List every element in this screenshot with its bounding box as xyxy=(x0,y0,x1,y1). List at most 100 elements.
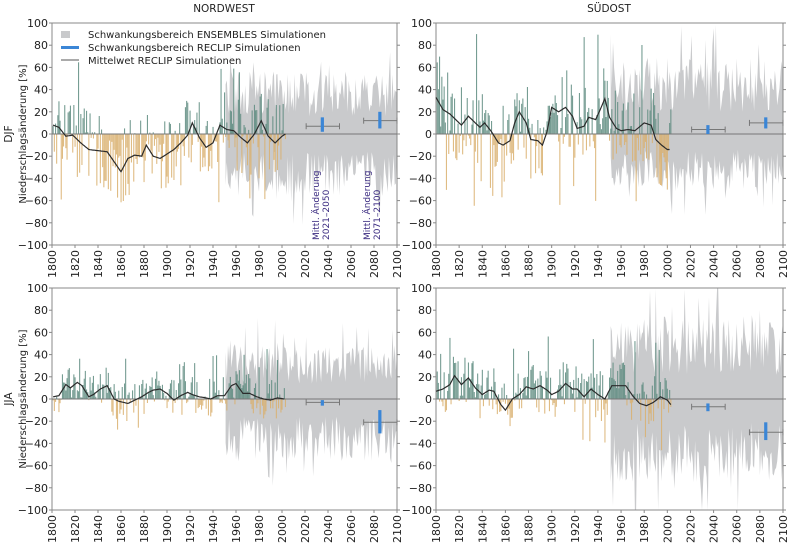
positive-anomaly-bar xyxy=(162,385,163,399)
negative-anomaly-bar xyxy=(91,134,92,138)
negative-anomaly-bar xyxy=(492,134,493,196)
positive-anomaly-bar xyxy=(239,72,240,134)
negative-anomaly-bar xyxy=(211,134,212,169)
negative-anomaly-bar xyxy=(519,399,520,409)
y-tick-label: 20 xyxy=(34,371,48,384)
negative-anomaly-bar xyxy=(662,134,663,153)
positive-anomaly-bar xyxy=(604,81,605,134)
positive-anomaly-bar xyxy=(449,131,450,135)
positive-anomaly-bar xyxy=(100,374,101,399)
x-tick-label: 2020 xyxy=(299,250,312,278)
positive-anomaly-bar xyxy=(179,123,180,134)
positive-anomaly-bar xyxy=(179,364,180,399)
negative-anomaly-bar xyxy=(595,134,596,201)
y-tick-label: −60 xyxy=(409,460,432,473)
positive-anomaly-bar xyxy=(656,394,657,399)
negative-anomaly-bar xyxy=(459,134,460,153)
negative-anomaly-bar xyxy=(477,134,478,163)
x-tick-label: 1940 xyxy=(592,250,605,278)
positive-anomaly-bar xyxy=(221,69,222,134)
negative-anomaly-bar xyxy=(626,399,627,405)
y-axis-label-bottom: Niederschlagsänderung [%] xyxy=(18,329,29,468)
negative-anomaly-bar xyxy=(647,399,648,404)
positive-anomaly-bar xyxy=(214,382,215,399)
negative-anomaly-bar xyxy=(263,399,264,418)
y-tick-label: 20 xyxy=(418,371,432,384)
negative-anomaly-bar xyxy=(512,134,513,153)
negative-anomaly-bar xyxy=(606,399,607,404)
negative-anomaly-bar xyxy=(63,134,64,147)
positive-anomaly-bar xyxy=(441,77,442,134)
positive-anomaly-bar xyxy=(249,378,250,399)
negative-anomaly-bar xyxy=(530,134,531,179)
negative-anomaly-bar xyxy=(223,134,224,143)
negative-anomaly-bar xyxy=(523,134,524,148)
negative-anomaly-bar xyxy=(253,399,254,413)
positive-anomaly-bar xyxy=(267,108,268,134)
positive-anomaly-bar xyxy=(624,365,625,399)
positive-anomaly-bar xyxy=(560,128,561,134)
negative-anomaly-bar xyxy=(109,134,110,141)
negative-anomaly-bar xyxy=(542,134,543,175)
negative-anomaly-bar xyxy=(81,134,82,165)
negative-anomaly-bar xyxy=(222,399,223,403)
negative-anomaly-bar xyxy=(117,399,118,430)
positive-anomaly-bar xyxy=(633,94,634,135)
positive-anomaly-bar xyxy=(93,376,94,399)
positive-anomaly-bar xyxy=(148,393,149,399)
negative-anomaly-bar xyxy=(538,399,539,412)
negative-anomaly-bar xyxy=(108,134,109,189)
positive-anomaly-bar xyxy=(565,117,566,134)
positive-anomaly-bar xyxy=(566,70,567,134)
positive-anomaly-bar xyxy=(473,100,474,134)
positive-anomaly-bar xyxy=(615,381,616,399)
positive-anomaly-bar xyxy=(493,368,494,399)
reclip-range-bar xyxy=(378,112,381,129)
negative-anomaly-bar xyxy=(625,134,626,142)
positive-anomaly-bar xyxy=(629,131,630,134)
negative-anomaly-bar xyxy=(199,399,200,407)
y-tick-label: −20 xyxy=(409,415,432,428)
positive-anomaly-bar xyxy=(84,109,85,135)
annotation-2071-2100-line2: 2071–2100 xyxy=(373,189,383,240)
negative-anomaly-bar xyxy=(631,399,632,420)
negative-anomaly-bar xyxy=(505,134,506,143)
positive-anomaly-bar xyxy=(169,389,170,399)
negative-anomaly-bar xyxy=(192,134,193,145)
positive-anomaly-bar xyxy=(107,393,108,399)
positive-anomaly-bar xyxy=(623,363,624,399)
positive-anomaly-bar xyxy=(102,385,103,400)
positive-anomaly-bar xyxy=(540,128,541,134)
positive-anomaly-bar xyxy=(535,381,536,400)
positive-anomaly-bar xyxy=(438,89,439,134)
y-tick-label: −60 xyxy=(409,195,432,208)
positive-anomaly-bar xyxy=(62,374,63,399)
positive-anomaly-bar xyxy=(621,369,622,399)
positive-anomaly-bar xyxy=(521,104,522,134)
positive-anomaly-bar xyxy=(68,370,69,399)
positive-anomaly-bar xyxy=(163,393,164,399)
negative-anomaly-bar xyxy=(257,399,258,403)
negative-anomaly-bar xyxy=(113,399,114,416)
positive-anomaly-bar xyxy=(617,371,618,399)
positive-anomaly-bar xyxy=(655,119,656,134)
positive-anomaly-bar xyxy=(641,385,642,399)
positive-anomaly-bar xyxy=(602,118,603,134)
x-tick-label: 1840 xyxy=(92,515,105,543)
negative-anomaly-bar xyxy=(637,134,638,138)
positive-anomaly-bar xyxy=(55,124,56,134)
negative-anomaly-bar xyxy=(518,134,519,150)
positive-anomaly-bar xyxy=(507,120,508,134)
negative-anomaly-bar xyxy=(186,399,187,403)
positive-anomaly-bar xyxy=(440,354,441,399)
x-tick-label: 1820 xyxy=(69,515,82,543)
negative-anomaly-bar xyxy=(648,134,649,160)
positive-anomaly-bar xyxy=(572,394,573,399)
positive-anomaly-bar xyxy=(597,35,598,134)
positive-anomaly-bar xyxy=(489,115,490,134)
panel-title-suedost: SÜDOST xyxy=(587,2,631,15)
positive-anomaly-bar xyxy=(559,369,560,399)
positive-anomaly-bar xyxy=(132,390,133,399)
negative-anomaly-bar xyxy=(262,399,263,406)
